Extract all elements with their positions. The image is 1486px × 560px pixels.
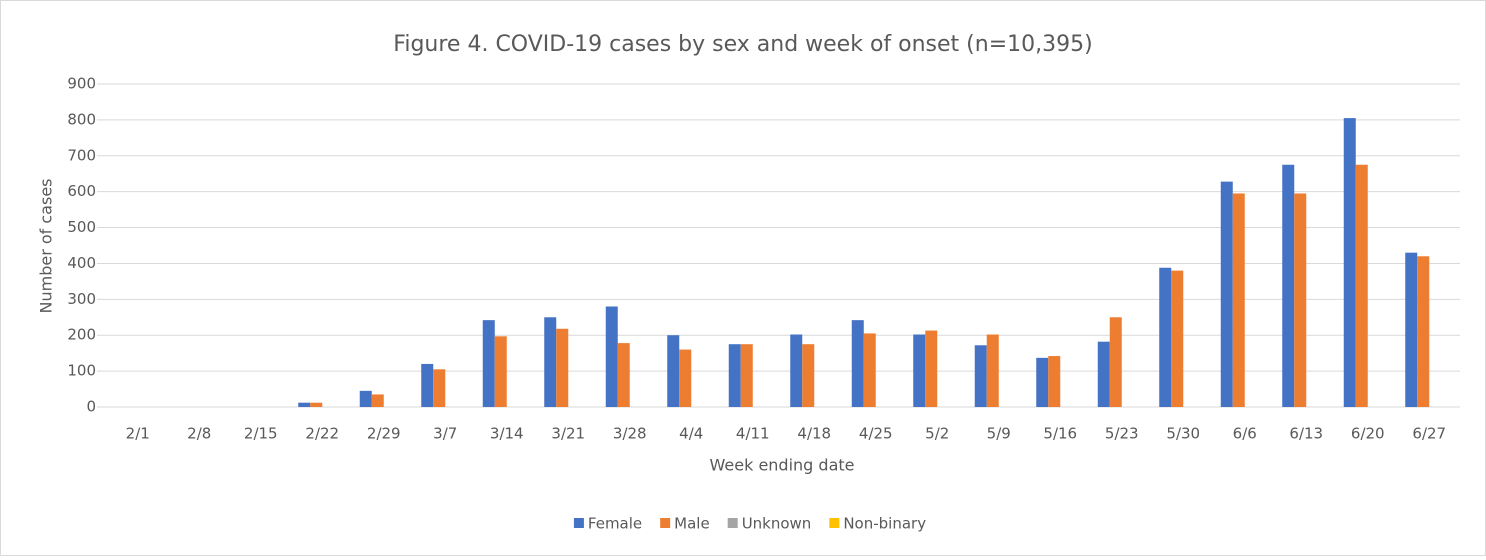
bar xyxy=(605,306,618,407)
bar xyxy=(1048,356,1061,407)
y-tick-label: 200 xyxy=(67,326,96,344)
x-tick-label: 4/25 xyxy=(859,425,893,443)
bar xyxy=(494,336,507,407)
legend-label: Male xyxy=(674,515,710,533)
legend-swatch xyxy=(573,518,584,528)
x-tick-label: 4/4 xyxy=(679,425,703,443)
bar xyxy=(679,349,692,407)
legend-label: Unknown xyxy=(742,515,812,533)
x-tick-label: 5/9 xyxy=(987,425,1011,443)
bar xyxy=(1232,193,1245,407)
x-tick-label: 2/8 xyxy=(187,425,211,443)
y-tick-label: 900 xyxy=(67,75,96,93)
bar xyxy=(421,363,434,407)
y-tick-label: 600 xyxy=(67,182,96,200)
bar xyxy=(790,334,803,407)
bar xyxy=(1036,357,1049,407)
bar xyxy=(1405,252,1418,407)
bar xyxy=(1220,181,1233,407)
bar xyxy=(544,317,557,407)
x-tick-label: 2/15 xyxy=(244,425,278,443)
bar xyxy=(617,343,630,407)
chart-title: Figure 4. COVID-19 cases by sex and week… xyxy=(393,32,1092,57)
x-tick-label: 6/13 xyxy=(1289,425,1323,443)
bar xyxy=(1097,341,1110,407)
x-tick-label: 5/2 xyxy=(925,425,949,443)
x-tick-label: 6/27 xyxy=(1412,425,1446,443)
bar xyxy=(1294,193,1307,407)
y-tick-label: 800 xyxy=(67,110,96,128)
y-tick-label: 500 xyxy=(67,218,96,236)
x-tick-label: 4/11 xyxy=(736,425,770,443)
x-tick-label: 5/16 xyxy=(1043,425,1077,443)
bar xyxy=(1171,270,1184,407)
bar xyxy=(925,330,938,407)
x-tick-label: 3/21 xyxy=(551,425,585,443)
bar xyxy=(728,344,741,407)
x-tick-label: 3/14 xyxy=(490,425,524,443)
bar xyxy=(1355,164,1368,407)
x-tick-label: 3/28 xyxy=(613,425,647,443)
legend-swatch xyxy=(829,518,840,528)
bar xyxy=(1159,267,1172,407)
bar xyxy=(433,369,446,407)
bar xyxy=(1282,164,1295,407)
x-tick-label: 2/29 xyxy=(367,425,401,443)
x-tick-label: 6/6 xyxy=(1233,425,1257,443)
bar xyxy=(974,345,987,407)
x-axis-title: Week ending date xyxy=(710,456,855,475)
legend-label: Non-binary xyxy=(843,515,926,533)
y-tick-label: 100 xyxy=(67,362,96,380)
bar xyxy=(1417,256,1430,407)
bar xyxy=(1343,118,1356,407)
bar xyxy=(371,394,384,407)
x-tick-label: 3/7 xyxy=(433,425,457,443)
y-tick-label: 300 xyxy=(67,290,96,308)
y-tick-label: 0 xyxy=(86,398,96,416)
x-tick-label: 2/22 xyxy=(305,425,339,443)
x-tick-label: 5/23 xyxy=(1105,425,1139,443)
bar xyxy=(851,320,864,407)
bar xyxy=(482,320,495,407)
y-axis-title: Number of cases xyxy=(37,179,56,314)
bar xyxy=(667,335,680,407)
bar xyxy=(986,334,999,407)
bar xyxy=(310,402,323,407)
legend-swatch xyxy=(727,518,738,528)
bar xyxy=(359,390,372,407)
bar xyxy=(913,334,926,407)
bar xyxy=(740,344,753,407)
bar xyxy=(802,344,815,407)
y-tick-label: 700 xyxy=(67,146,96,164)
bar xyxy=(863,333,876,407)
x-tick-label: 2/1 xyxy=(126,425,150,443)
legend-label: Female xyxy=(588,515,642,533)
legend-swatch xyxy=(660,518,671,528)
x-tick-label: 4/18 xyxy=(797,425,831,443)
x-tick-label: 6/20 xyxy=(1351,425,1385,443)
y-tick-label: 400 xyxy=(67,254,96,272)
x-tick-label: 5/30 xyxy=(1166,425,1200,443)
bar xyxy=(298,402,311,407)
bar xyxy=(1109,317,1122,407)
bar xyxy=(556,328,569,407)
